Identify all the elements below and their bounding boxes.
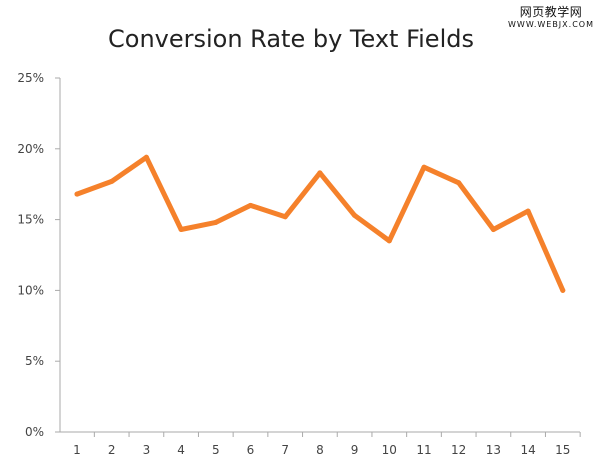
- y-tick-label: 25%: [17, 71, 44, 85]
- series-line: [74, 154, 566, 293]
- x-tick-label: 4: [177, 443, 185, 457]
- x-tick-label: 11: [416, 443, 431, 457]
- y-tick-label: 15%: [17, 213, 44, 227]
- data-point: [74, 191, 80, 197]
- x-tick-label: 9: [351, 443, 359, 457]
- data-point: [282, 214, 288, 220]
- y-tick-label: 0%: [25, 425, 44, 439]
- data-point: [317, 170, 323, 176]
- x-tick-label: 3: [143, 443, 151, 457]
- chart-title: Conversion Rate by Text Fields: [108, 25, 474, 53]
- x-tick-label: 1: [73, 443, 81, 457]
- x-tick-label: 8: [316, 443, 324, 457]
- x-tick-label: 5: [212, 443, 220, 457]
- data-point: [421, 164, 427, 170]
- x-tick-label: 6: [247, 443, 255, 457]
- data-point: [352, 212, 358, 218]
- data-point: [213, 219, 219, 225]
- y-tick-label: 20%: [17, 142, 44, 156]
- series-group: [74, 154, 566, 293]
- data-point: [248, 202, 253, 208]
- data-point: [109, 178, 115, 184]
- data-point: [456, 180, 462, 186]
- data-point: [143, 154, 149, 160]
- x-tick-label: 12: [451, 443, 466, 457]
- y-tick-label: 10%: [17, 283, 44, 297]
- x-tick-label: 13: [486, 443, 501, 457]
- data-point: [490, 227, 496, 233]
- y-axis: 0% 5% 10% 15% 20% 25%: [17, 71, 61, 439]
- x-axis: 1 2 3 4 5 6 7 8 9 10 11 12 13 14 15: [60, 431, 581, 457]
- x-tick-label: 10: [382, 443, 397, 457]
- watermark-sub-text: WWW.WEBJX.COM: [508, 20, 594, 29]
- x-tick-label: 14: [520, 443, 535, 457]
- x-tick-label: 7: [281, 443, 289, 457]
- site-watermark: 网页教学网 WWW.WEBJX.COM: [508, 4, 594, 30]
- y-tick-label: 5%: [25, 354, 44, 368]
- data-point: [560, 287, 566, 293]
- x-tick-label: 2: [108, 443, 116, 457]
- x-tick-label: 15: [555, 443, 570, 457]
- data-point: [178, 227, 184, 233]
- data-point: [386, 238, 392, 244]
- data-point: [525, 208, 531, 214]
- watermark-main-text: 网页教学网: [519, 5, 583, 19]
